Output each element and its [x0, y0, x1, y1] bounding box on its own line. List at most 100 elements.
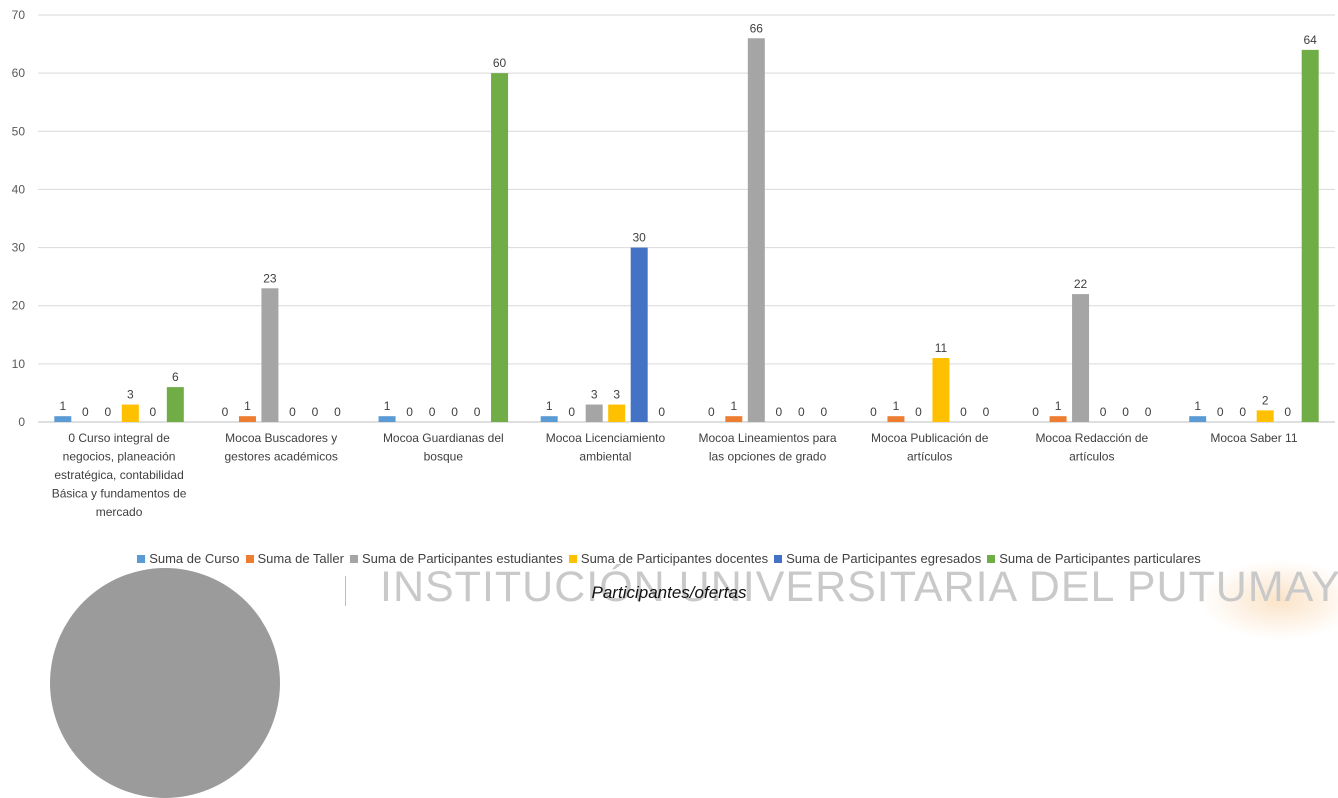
gridlines [38, 14, 1335, 423]
data-label: 1 [384, 399, 391, 413]
x-axis-title: Participantes/ofertas [591, 583, 747, 602]
category-label: Mocoa Buscadores y [225, 431, 337, 445]
category-label: negocios, planeación [63, 450, 176, 464]
bar [1049, 416, 1067, 422]
legend-swatch [568, 555, 577, 563]
data-label: 0 [775, 405, 782, 419]
category-label: artículos [907, 450, 952, 464]
category-label: mercado [96, 505, 143, 519]
bar [608, 404, 626, 422]
legend-swatch [350, 555, 358, 563]
legend-swatch [987, 555, 996, 563]
data-label: 0 [1032, 405, 1039, 419]
data-label: 0 [1122, 405, 1129, 419]
data-label: 0 [658, 405, 665, 419]
legend-item: Suma de Participantes particulares [987, 551, 1201, 566]
data-label: 22 [1074, 277, 1088, 291]
y-axis-ticks: 0 10 20 30 40 50 60 70 [12, 8, 26, 429]
data-label: 3 [591, 388, 598, 402]
data-label: 0 [104, 405, 111, 419]
category-label: estratégica, contabilidad [54, 468, 183, 482]
data-label: 0 [474, 405, 481, 419]
data-label: 1 [1055, 399, 1062, 413]
data-label: 0 [312, 405, 319, 419]
data-label: 0 [149, 405, 156, 419]
data-label: 0 [568, 405, 575, 419]
bar [238, 416, 256, 422]
legend-item: Suma de Curso [137, 551, 240, 566]
data-label: 1 [244, 399, 251, 413]
y-tick-label: 40 [12, 182, 26, 196]
data-label: 0 [1100, 405, 1107, 419]
legend-swatch [137, 555, 146, 563]
data-label: 0 [289, 405, 296, 419]
y-tick-label: 50 [12, 124, 26, 138]
data-label: 0 [820, 405, 827, 419]
data-label: 30 [633, 231, 647, 245]
y-tick-label: 10 [12, 357, 26, 371]
bar [166, 387, 184, 422]
bar [540, 416, 558, 422]
data-label: 1 [893, 399, 900, 413]
data-label: 0 [451, 405, 458, 419]
legend-swatch [245, 555, 254, 563]
bar [1189, 416, 1207, 422]
bar [585, 404, 603, 422]
bar [378, 416, 396, 422]
y-tick-label: 60 [12, 66, 26, 80]
category-label: ambiental [579, 450, 631, 464]
legend-item: Suma de Participantes docentes [568, 551, 768, 566]
data-label: 23 [263, 271, 277, 285]
y-tick-label: 30 [12, 241, 26, 255]
y-tick-label: 20 [12, 299, 26, 313]
category-label: 0 Curso integral de [68, 431, 170, 445]
data-label: 6 [172, 370, 179, 384]
legend-item: Suma de Participantes egresados [774, 551, 981, 566]
legend-label: Suma de Participantes estudiantes [362, 551, 563, 566]
watermark-divider [345, 576, 346, 606]
legend-label: Suma de Taller [257, 551, 344, 566]
category-label: Mocoa Publicación de [871, 431, 989, 445]
data-label: 0 [222, 405, 229, 419]
data-label: 0 [915, 405, 922, 419]
bar [1256, 410, 1274, 422]
y-tick-label: 70 [12, 8, 26, 22]
category-label: artículos [1069, 450, 1114, 464]
category-label: bosque [424, 450, 464, 464]
data-label: 1 [1194, 399, 1201, 413]
data-label: 0 [429, 405, 436, 419]
bar [630, 247, 648, 422]
chart-legend: Suma de Curso Suma de Taller Suma de Parti… [0, 551, 1338, 566]
data-label: 64 [1304, 33, 1318, 47]
category-label: Mocoa Lineamientos para [699, 431, 837, 445]
legend-label: Suma de Curso [149, 551, 240, 566]
bars [54, 38, 1319, 423]
bar [932, 358, 950, 422]
data-label: 0 [406, 405, 413, 419]
bar [887, 416, 905, 422]
legend-label: Suma de Participantes particulares [999, 551, 1201, 566]
data-label: 60 [493, 56, 507, 70]
data-label: 0 [1217, 405, 1224, 419]
data-label: 0 [1239, 405, 1246, 419]
legend-swatch [774, 555, 783, 563]
bar [1072, 294, 1090, 422]
data-label: 0 [798, 405, 805, 419]
bar [121, 404, 139, 422]
bar [1301, 49, 1319, 423]
data-label: 0 [708, 405, 715, 419]
data-label: 11 [935, 341, 948, 355]
data-label: 2 [1262, 393, 1269, 407]
data-label: 0 [870, 405, 877, 419]
bar [54, 416, 72, 422]
data-label: 0 [1284, 405, 1291, 419]
category-label: Mocoa Saber 11 [1210, 431, 1297, 445]
data-label: 0 [334, 405, 341, 419]
data-label: 1 [59, 399, 66, 413]
bar [261, 288, 279, 422]
data-label: 3 [613, 388, 620, 402]
data-label: 1 [546, 399, 553, 413]
data-label: 1 [730, 399, 737, 413]
data-label: 0 [960, 405, 967, 419]
data-label: 3 [127, 388, 134, 402]
